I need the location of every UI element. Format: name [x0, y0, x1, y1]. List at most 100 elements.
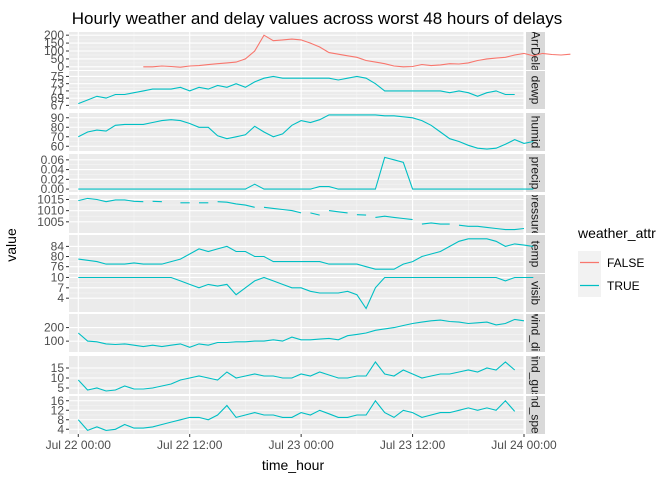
- y-tick-label: 75: [51, 69, 65, 83]
- y-tick-label: 80: [51, 250, 65, 264]
- x-tick-label: Jul 22 12:00: [157, 438, 223, 452]
- legend-label: FALSE: [607, 256, 644, 270]
- y-tick-label: 5: [57, 381, 64, 395]
- panel-background: [69, 71, 524, 109]
- x-tick-label: Jul 23 12:00: [380, 438, 446, 452]
- x-axis: Jul 22 00:00 Jul 22 12:00 Jul 23 00:00 Jul …: [46, 434, 557, 452]
- y-tick-label: 200: [44, 28, 64, 42]
- series-line-TRUE: [77, 361, 516, 392]
- series-line-TRUE: [78, 197, 144, 203]
- y-tick-label: 69: [51, 91, 65, 105]
- strip-label-group: precip: [529, 157, 543, 190]
- y-tick-label: 16: [51, 394, 65, 408]
- strip-background: [526, 32, 545, 70]
- y-tick-label: 76: [51, 260, 65, 274]
- strip-label-group: wind_speed: [529, 382, 543, 447]
- strip-label: wind_speed: [529, 382, 543, 447]
- strip-background: [526, 154, 545, 192]
- strip-background: [526, 356, 545, 394]
- strip-background: [526, 274, 545, 312]
- y-tick-label: 4: [57, 422, 64, 436]
- strip-label: dewp: [529, 76, 543, 105]
- strip-label-group: _ArrDelay: [529, 23, 543, 77]
- y-tick-label: 70: [51, 130, 65, 144]
- y-tick-label: 8: [57, 413, 64, 427]
- series-line-TRUE: [78, 75, 515, 105]
- series-line-TRUE: [77, 399, 516, 432]
- y-tick-label: 71: [51, 84, 65, 98]
- strip-label: precip: [529, 157, 543, 190]
- strip-label: visib: [529, 281, 543, 305]
- strip-background: [526, 314, 545, 352]
- strip-label: temp: [529, 241, 543, 268]
- y-tick-label: 0.02: [41, 172, 65, 186]
- series-line-TRUE: [458, 224, 525, 231]
- x-tick-label: Jul 24 00:00: [491, 438, 557, 452]
- y-tick-label: 67: [51, 98, 65, 112]
- legend: weather_attr FALSE TRUE: [577, 225, 656, 297]
- strip-label-group: visib: [529, 281, 543, 305]
- y-tick-label: 15: [51, 361, 65, 375]
- panel-background: [69, 314, 524, 352]
- series-line-TRUE: [78, 276, 534, 310]
- x-tick-label: Jul 23 00:00: [268, 438, 334, 452]
- y-tick-label: 0: [57, 60, 64, 74]
- strip-label-group: wind_dir: [529, 310, 543, 356]
- y-tick-label: 100: [44, 334, 64, 348]
- strip-background: [526, 235, 545, 273]
- y-tick-label: 1015: [37, 192, 64, 206]
- y-tick-label: 50: [51, 52, 65, 66]
- y-tick-label: 1010: [37, 204, 64, 218]
- y-tick-label: 0.00: [41, 182, 65, 196]
- y-tick-label: 73: [51, 77, 65, 91]
- y-tick-label: 10: [51, 270, 65, 284]
- strip-background: [526, 396, 545, 434]
- strip-label-group: temp: [529, 241, 543, 268]
- strip-label-group: dewp: [529, 76, 543, 105]
- panel-background: [69, 195, 524, 233]
- strip-background: [526, 71, 545, 109]
- y-tick-label: 7: [57, 281, 64, 295]
- y-tick-label: 10: [51, 371, 65, 385]
- y-tick-label: 84: [51, 239, 65, 253]
- y-tick-label: 0.06: [41, 153, 65, 167]
- series-line-TRUE: [78, 114, 534, 150]
- y-tick-label: 4: [57, 291, 64, 305]
- chart-title: Hourly weather and delay values across w…: [72, 9, 562, 28]
- series-line-TRUE: [78, 238, 534, 270]
- y-tick-label: 1005: [37, 215, 64, 229]
- y-tick-label: 0.04: [41, 163, 65, 177]
- legend-label: TRUE: [607, 279, 640, 293]
- y-tick-label: 200: [44, 321, 64, 335]
- legend-title: weather_attr: [577, 225, 656, 241]
- series-line-TRUE: [421, 222, 450, 225]
- strip-label: pressure: [529, 191, 543, 238]
- strip-label: _ArrDelay: [529, 23, 543, 77]
- strip-label: wind_dir: [529, 310, 543, 356]
- y-tick-label: 60: [51, 139, 65, 153]
- x-tick-label: Jul 22 00:00: [46, 438, 112, 452]
- strip-label: wind_gust: [529, 347, 543, 403]
- series-line-TRUE: [310, 212, 320, 216]
- strip-label-group: humid: [529, 116, 543, 149]
- y-tick-label: 150: [44, 36, 64, 50]
- y-axis-title: value: [3, 228, 19, 262]
- y-tick-label: 80: [51, 120, 65, 134]
- strip-background: [526, 195, 545, 233]
- x-axis-title: time_hour: [262, 457, 325, 473]
- strip-label: humid: [529, 116, 543, 149]
- y-tick-label: 90: [51, 111, 65, 125]
- series-line-TRUE: [78, 156, 534, 190]
- strip-label-group: pressure: [529, 191, 543, 238]
- strip-label-group: wind_gust: [529, 347, 543, 403]
